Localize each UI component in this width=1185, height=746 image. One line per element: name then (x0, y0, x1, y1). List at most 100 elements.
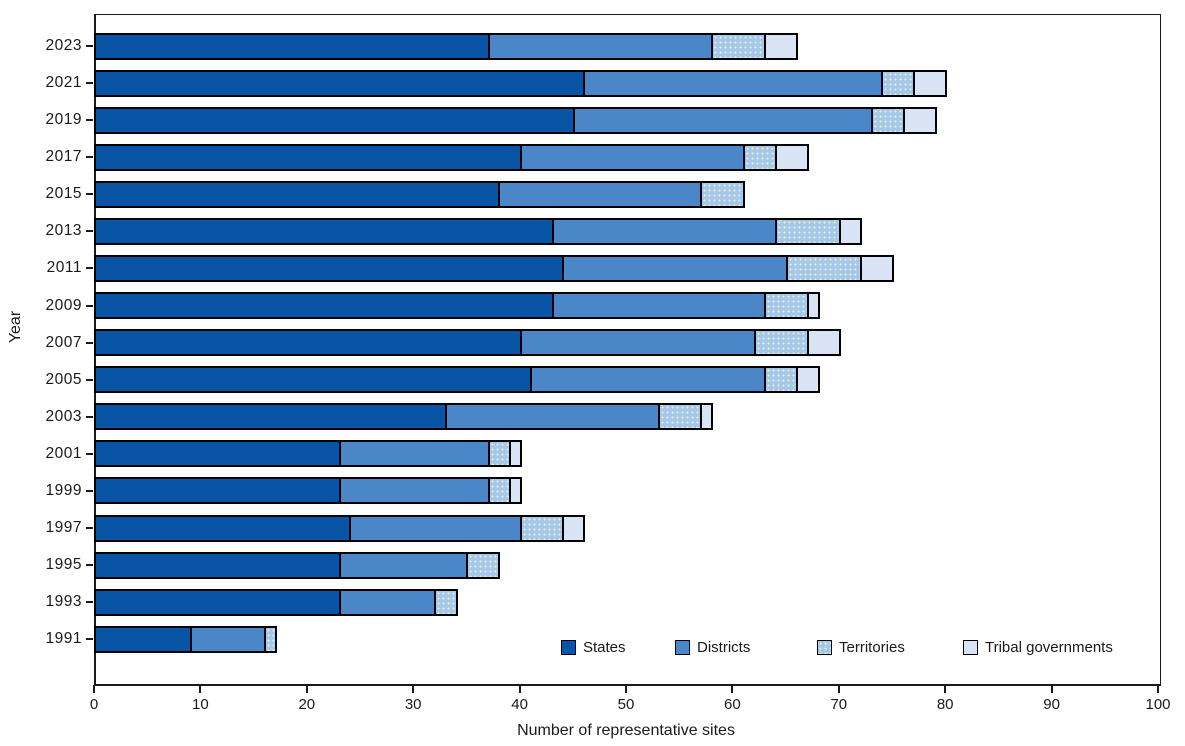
y-axis-tick (86, 267, 93, 270)
y-tick-label-2003: 2003 (45, 407, 82, 425)
bar-segment-2011-tribal-governments (860, 254, 894, 282)
bar-segment-1997-districts (349, 514, 522, 542)
x-axis-tick (93, 685, 95, 693)
y-axis-tick (86, 378, 93, 381)
y-axis-tick (86, 156, 93, 159)
y-axis-tick (86, 527, 93, 530)
bar-segment-2013-districts (551, 217, 777, 245)
legend-swatch-icon (561, 640, 576, 655)
x-tick-label-20: 20 (298, 696, 316, 713)
bar-row-2003 (94, 403, 1158, 431)
bar-segment-2007-territories (753, 329, 809, 357)
x-axis-tick (1050, 685, 1053, 693)
x-axis-title: Number of representative sites (517, 722, 735, 739)
y-axis-tick (86, 119, 93, 122)
legend-item-tribal-governments: Tribal governments (963, 639, 1113, 656)
x-axis-tick (305, 685, 308, 693)
bar-segment-1995-territories (466, 551, 501, 579)
bar-segment-2019-territories (870, 106, 905, 134)
x-tick-label-70: 70 (830, 696, 848, 713)
legend-label: States (583, 639, 626, 656)
bar-segment-1999-districts (338, 477, 490, 505)
bar-segment-2023-states (94, 32, 490, 60)
x-axis-tick (837, 685, 840, 693)
bar-row-1991 (94, 625, 1158, 653)
bar-row-2013 (94, 217, 1158, 245)
x-tick-label-0: 0 (89, 696, 99, 713)
bar-segment-2005-districts (530, 366, 767, 394)
x-axis-tick (625, 685, 627, 693)
legend-label: Districts (697, 639, 751, 656)
bar-row-1997 (94, 514, 1158, 542)
bar-segment-2007-states (94, 329, 522, 357)
bar-segment-2005-tribal-governments (796, 366, 820, 394)
bar-segment-2009-districts (551, 292, 767, 320)
bar-segment-2009-territories (764, 292, 809, 320)
y-axis-title: Year (7, 310, 24, 344)
bar-segment-2013-tribal-governments (838, 217, 863, 245)
x-axis-tick (944, 685, 947, 693)
y-tick-label-2015: 2015 (45, 185, 82, 203)
x-tick-label-40: 40 (511, 696, 528, 713)
bar-segment-2023-territories (711, 32, 767, 60)
bar-segment-1993-territories (434, 588, 458, 616)
bar-segment-2021-districts (583, 69, 884, 97)
y-tick-label-2021: 2021 (45, 74, 82, 92)
bar-row-1999 (94, 477, 1158, 505)
bar-row-2005 (94, 366, 1158, 394)
bar-segment-2001-districts (338, 440, 490, 468)
bar-segment-2013-states (94, 217, 554, 245)
legend-swatch-icon (675, 640, 690, 655)
y-axis-tick (86, 489, 93, 492)
bar-segment-1997-states (94, 514, 352, 542)
x-tick-label-80: 80 (936, 696, 954, 713)
x-tick-label-30: 30 (404, 696, 422, 713)
y-axis-tick (86, 601, 93, 604)
bar-segment-2019-states (94, 106, 575, 134)
bar-segment-2023-tribal-governments (764, 32, 799, 60)
bar-segment-2009-states (94, 292, 554, 320)
legend-item-districts: Districts (675, 639, 750, 656)
y-tick-label-1991: 1991 (45, 630, 82, 648)
legend-label: Territories (839, 639, 905, 656)
y-tick-label-2005: 2005 (45, 370, 82, 388)
y-tick-label-2009: 2009 (45, 296, 82, 314)
x-axis-tick (412, 685, 415, 693)
y-axis-tick (86, 304, 93, 307)
y-tick-label-2007: 2007 (45, 333, 82, 351)
bar-segment-2011-territories (785, 254, 863, 282)
x-tick-label-90: 90 (1043, 696, 1060, 713)
y-tick-label-2001: 2001 (45, 444, 82, 462)
legend-item-territories: Territories (817, 639, 905, 656)
bar-segment-2023-districts (487, 32, 714, 60)
y-axis-tick (86, 638, 93, 641)
y-axis-tick (86, 452, 93, 455)
bar-segment-2009-tribal-governments (806, 292, 820, 320)
bar-segment-2001-territories (487, 440, 511, 468)
y-axis-tick (86, 341, 93, 344)
x-axis-tick (199, 685, 202, 693)
bar-segment-2003-districts (445, 403, 660, 431)
bar-segment-2005-states (94, 366, 533, 394)
bar-row-2017 (94, 143, 1158, 171)
bar-row-1993 (94, 588, 1158, 616)
bar-segment-2007-districts (519, 329, 756, 357)
bar-row-2023 (94, 32, 1158, 60)
bar-segment-2017-tribal-governments (774, 143, 809, 171)
x-tick-label-100: 100 (1145, 696, 1171, 713)
y-tick-label-2017: 2017 (45, 148, 82, 166)
bar-segment-2015-districts (498, 180, 703, 208)
bar-segment-2015-territories (700, 180, 746, 208)
bar-segment-2015-states (94, 180, 501, 208)
legend-swatch-icon (963, 640, 978, 655)
bar-segment-1999-states (94, 477, 341, 505)
y-axis-tick (86, 564, 93, 567)
bar-segment-1991-districts (189, 625, 267, 653)
y-axis-tick (86, 415, 93, 418)
bar-segment-2003-tribal-governments (700, 403, 714, 431)
y-tick-label-2019: 2019 (45, 111, 82, 129)
bar-segment-1995-districts (338, 551, 469, 579)
legend-item-states: States (561, 639, 626, 656)
bar-segment-1997-territories (519, 514, 565, 542)
bar-segment-2003-territories (657, 403, 703, 431)
